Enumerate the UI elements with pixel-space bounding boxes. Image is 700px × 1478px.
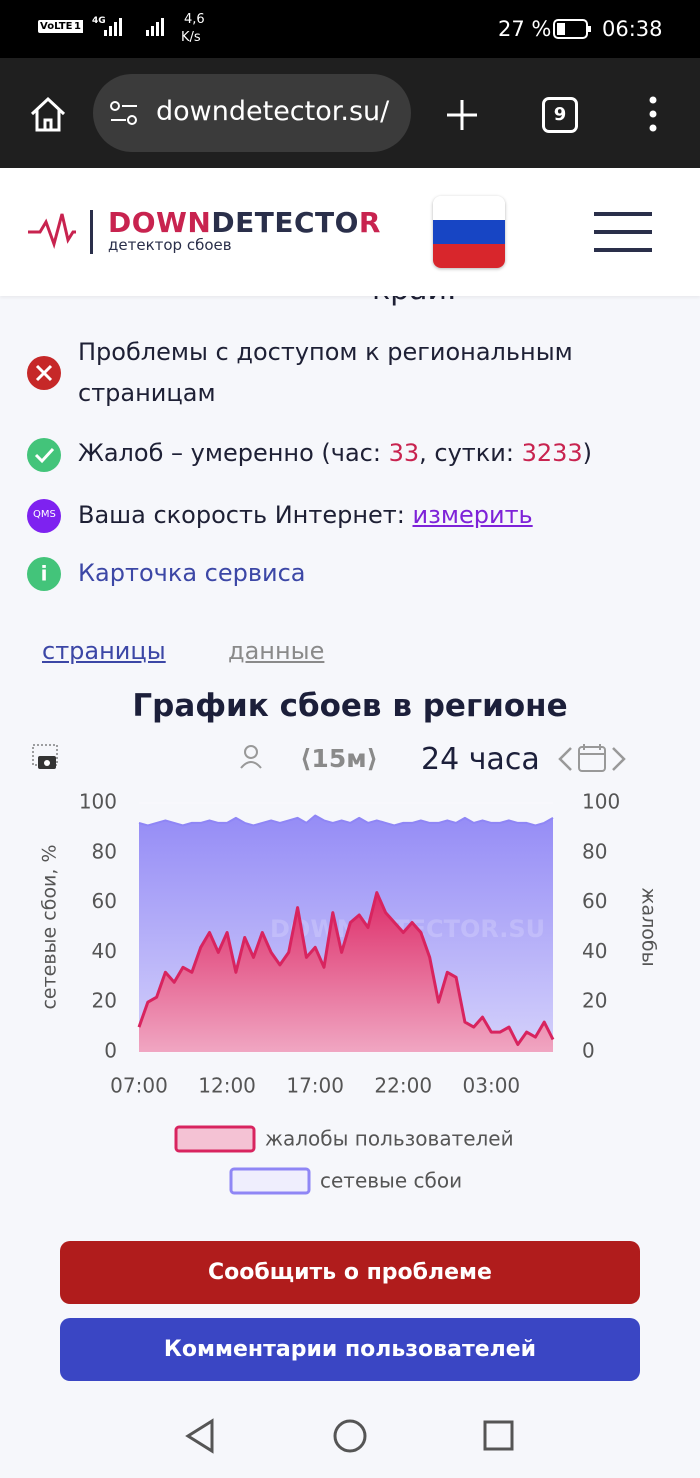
text: , сутки: (419, 439, 522, 467)
network: 4G (92, 16, 106, 26)
legend-label: жалобы пользователей (265, 1127, 514, 1151)
y-tick-label: 0 (104, 1039, 117, 1063)
speed-link[interactable]: измерить (412, 501, 533, 529)
home-button[interactable] (28, 94, 68, 134)
hour-count: 33 (388, 439, 420, 467)
series-area (139, 892, 553, 1052)
sim: 1 (72, 20, 83, 33)
volte: VoLTE (38, 20, 75, 33)
info-glyph: i (41, 562, 48, 586)
clock: 06:38 (602, 17, 663, 41)
country-flag[interactable] (433, 196, 505, 268)
qms-icon (27, 499, 61, 533)
nav-recent[interactable] (483, 1420, 514, 1451)
y2-tick-label: 100 (582, 790, 620, 814)
user-body (240, 761, 262, 769)
series-line (138, 814, 554, 827)
y2-tick-label: 20 (582, 989, 607, 1013)
tab[interactable]: данные (228, 637, 325, 665)
logo-part: R (358, 206, 381, 239)
legend-swatch (174, 1125, 256, 1153)
url: downdetector.su/ (156, 96, 390, 127)
status-bar: VoLTE 1 4G 4,6 K/s 27 % 06:38 (0, 0, 700, 58)
logo-text[interactable]: DOWNDETECTOR (108, 206, 381, 239)
calendar-lines (579, 744, 605, 755)
service-card-link[interactable]: Карточка сервиса (78, 559, 306, 587)
user-icon[interactable] (244, 745, 258, 759)
info-icon (27, 557, 61, 591)
y2-tick-label: 40 (582, 939, 607, 963)
y2-tick-label: 60 (582, 889, 607, 913)
y2-tick-label: 80 (582, 839, 607, 863)
x-tick-label: 12:00 (198, 1074, 256, 1098)
y-tick-label: 20 (92, 989, 117, 1013)
calendar-icon[interactable] (578, 746, 606, 772)
menu-button[interactable] (594, 210, 652, 254)
interval-control[interactable]: ⟨15м⟩ (300, 744, 379, 773)
y2-axis-label: жалобы (638, 887, 660, 966)
new-tab[interactable] (445, 98, 479, 132)
battery-icon (553, 19, 591, 39)
error-cross (35, 364, 53, 382)
text: Ваша скорость Интернет: (78, 501, 413, 529)
y-tick-label: 60 (92, 889, 117, 913)
x-tick-label: 17:00 (286, 1074, 344, 1098)
tab-count[interactable]: 9 (542, 97, 578, 133)
y-tick-label: 80 (92, 839, 117, 863)
nav-home[interactable] (333, 1419, 367, 1453)
y-tick-label: 100 (79, 790, 117, 814)
signal (104, 18, 164, 36)
x-tick-label: 03:00 (463, 1074, 521, 1098)
legend-swatch (229, 1167, 311, 1195)
logo-part: DOWN (108, 206, 212, 239)
site-header: DOWNDETECTOR детектор сбоев (0, 168, 700, 296)
ok-icon (27, 438, 61, 472)
x-tick-label: 07:00 (110, 1074, 168, 1098)
tab[interactable]: страницы (42, 637, 166, 665)
text: ) (582, 439, 593, 467)
browser-toolbar: downdetector.su/ 9 (0, 58, 700, 168)
nav-back[interactable] (185, 1418, 214, 1454)
status-text: Жалоб – умеренно (час: 33, сутки: 3233) (78, 439, 592, 467)
y-tick-label: 40 (92, 939, 117, 963)
address-bar[interactable]: downdetector.su/ (93, 74, 411, 152)
legend-label: сетевые сбои (320, 1169, 462, 1193)
date-arrows[interactable] (558, 747, 626, 771)
chart-title: График сбоев в регионе (132, 688, 568, 724)
logo-icon[interactable] (26, 210, 96, 254)
speed: 4,6 (184, 12, 205, 27)
text: Жалоб – умеренно (час: (78, 439, 389, 467)
camera-lens (44, 760, 50, 766)
period-control[interactable]: 24 часа (421, 742, 540, 777)
site-settings[interactable] (109, 100, 139, 126)
status-text: Ваша скорость Интернет: измерить (78, 501, 533, 529)
x-tick-label: 22:00 (374, 1074, 432, 1098)
logo-tagline: детектор сбоев (108, 236, 232, 254)
logo-part: DETECTO (211, 206, 359, 239)
day-count: 3233 (521, 439, 583, 467)
y2-tick-label: 0 (582, 1039, 595, 1063)
report-button[interactable]: Сообщить о проблеме (60, 1241, 640, 1304)
battery-level: 27 % (498, 17, 552, 41)
y-axis-label: сетевые сбои, % (39, 844, 61, 1009)
menu-dots[interactable] (645, 96, 661, 132)
ok-check (34, 447, 55, 464)
series-line (137, 891, 555, 1046)
qms-label: QMS (33, 509, 56, 520)
status-text: Проблемы с доступом к региональным стран… (78, 338, 573, 407)
comments-button[interactable]: Комментарии пользователей (60, 1318, 640, 1381)
speed-unit: K/s (181, 30, 201, 45)
